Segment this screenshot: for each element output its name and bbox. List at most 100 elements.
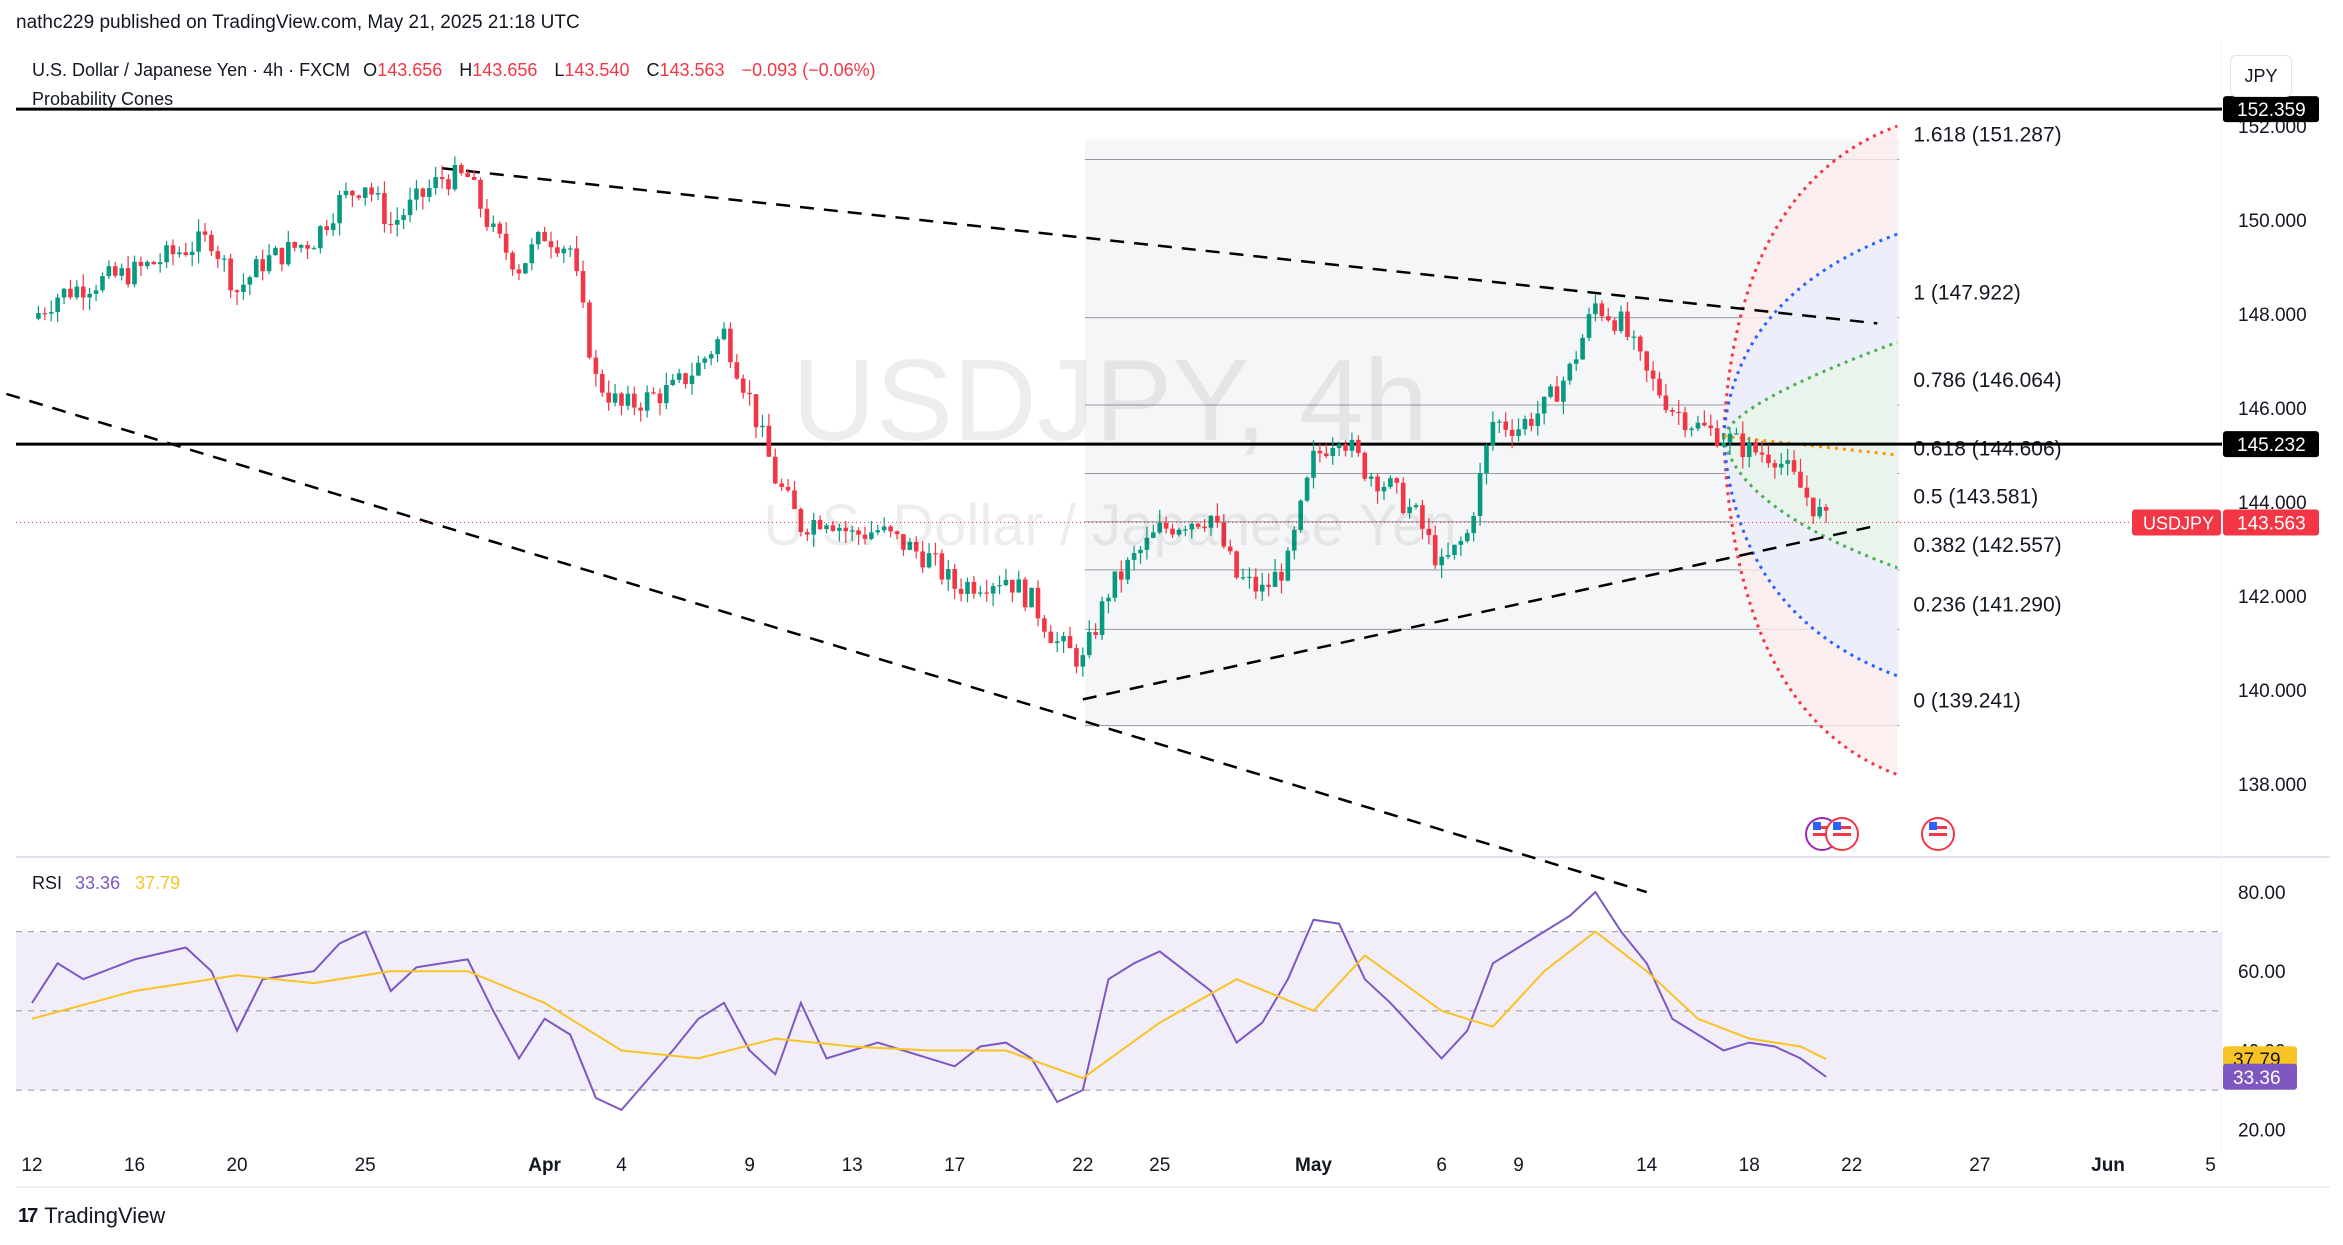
candle-body	[1285, 550, 1291, 581]
candle-body	[61, 288, 67, 298]
hline-price-label-bg	[2223, 96, 2319, 123]
candle-body	[1766, 454, 1771, 464]
time-axis-tick: 25	[355, 1155, 376, 1176]
candle-body	[292, 242, 298, 248]
candle-body	[1029, 587, 1034, 608]
indicator-label[interactable]: Probability Cones	[32, 89, 174, 109]
candle-body	[311, 248, 317, 250]
candle-body	[1464, 533, 1470, 542]
time-axis-tick: 14	[1636, 1155, 1658, 1176]
candle-body	[138, 261, 144, 267]
rsi-line	[31, 890, 1827, 1112]
candle-body	[266, 255, 272, 272]
candle-body	[824, 525, 829, 530]
candle-body	[715, 339, 720, 355]
candle-body	[1221, 522, 1227, 547]
open-value: 143.656	[377, 60, 443, 80]
candle-body	[1291, 529, 1297, 551]
change-value: −0.093 (−0.06%)	[741, 60, 876, 80]
candle-body	[997, 585, 1002, 587]
candle-body	[80, 286, 86, 298]
candle-body	[689, 375, 695, 385]
candle-body	[465, 173, 471, 177]
candle-body	[1535, 413, 1541, 426]
candle-body	[760, 425, 765, 428]
rsi-legend[interactable]: RSI 33.36 37.79	[32, 873, 180, 894]
candle-body	[1298, 500, 1303, 530]
time-axis-tick: 22	[1841, 1155, 1862, 1176]
candle-body	[1637, 336, 1643, 352]
candle-body	[651, 392, 656, 394]
last-price-label-bg	[2223, 509, 2319, 536]
candle-body	[1778, 463, 1784, 468]
candle-body	[215, 251, 221, 260]
candle-body	[644, 392, 650, 411]
cone-upper-inner	[1722, 340, 1898, 437]
candle-body	[1388, 478, 1393, 487]
candle-body	[805, 532, 810, 535]
candle-body	[676, 373, 682, 380]
candle-body	[1497, 421, 1502, 423]
candle-body	[901, 534, 906, 550]
candle-body	[1407, 507, 1412, 514]
currency-button[interactable]: JPY	[2230, 55, 2292, 97]
time-axis-tick: 5	[2205, 1155, 2216, 1176]
candle-body	[1010, 579, 1015, 593]
candle-body	[702, 358, 708, 363]
candle-body	[1580, 337, 1585, 360]
candle-body	[1413, 505, 1419, 508]
candle-body	[907, 542, 913, 550]
candle-body	[561, 248, 567, 254]
cone-lower-inner	[1722, 435, 1898, 570]
candle-body	[792, 490, 797, 510]
candle-body	[1343, 444, 1348, 451]
candle-body	[1247, 576, 1252, 578]
trendline-upper-descending	[441, 167, 1878, 325]
candle-body	[555, 247, 560, 254]
candle-body	[683, 373, 688, 385]
candle-body	[1099, 601, 1105, 635]
candle-body	[260, 259, 265, 272]
candle-body	[228, 258, 233, 291]
candle-body	[1708, 425, 1714, 429]
tradingview-brand[interactable]: 17 TradingView	[18, 1203, 165, 1229]
candle-body	[510, 252, 515, 270]
candle-body	[1215, 515, 1220, 523]
candle-body	[119, 268, 125, 276]
candle-body	[151, 261, 157, 265]
candle-body	[567, 248, 573, 250]
candle-body	[881, 526, 887, 531]
candle-body	[74, 286, 80, 298]
close-label: C	[646, 60, 660, 80]
candle-body	[1439, 556, 1444, 566]
candle-body	[619, 393, 624, 406]
candle-body	[1791, 460, 1797, 472]
candle-body	[632, 393, 637, 408]
candle-body	[1541, 396, 1547, 414]
symbol-label: USDJPY	[2143, 514, 2214, 534]
rsi-ma-line	[31, 930, 1827, 1080]
candle-body	[606, 392, 611, 403]
candle-body	[1612, 320, 1617, 331]
candle-body	[1195, 523, 1201, 527]
time-axis-tick: 22	[1072, 1155, 1093, 1176]
rsi-ma-value: 37.79	[135, 873, 181, 893]
flag-stripe	[1833, 826, 1851, 829]
candle-body	[330, 223, 336, 231]
candle-body	[849, 530, 855, 532]
candle-body	[1157, 522, 1163, 533]
candle-body	[1458, 541, 1464, 545]
flag-stripe	[1929, 833, 1947, 836]
candle-body	[965, 581, 970, 594]
price-axis-tick: 138.000	[2238, 775, 2307, 796]
candle-body	[1381, 486, 1387, 492]
time-axis-tick: 9	[744, 1155, 755, 1176]
candle-body	[971, 581, 977, 594]
symbol-name[interactable]: U.S. Dollar / Japanese Yen · 4h · FXCM	[32, 60, 351, 80]
candle-body	[1759, 452, 1765, 455]
candle-body	[112, 266, 118, 276]
candle-body	[1657, 378, 1662, 396]
candle-body	[1035, 587, 1041, 619]
candle-body	[1509, 429, 1515, 436]
